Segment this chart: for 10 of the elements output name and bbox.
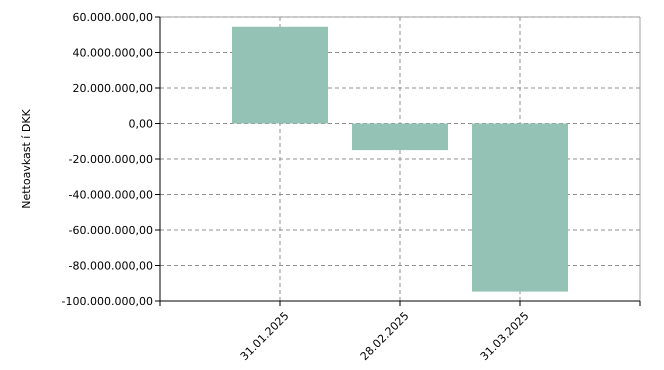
y-tick-label: 40.000.000,00 xyxy=(72,46,153,60)
y-tick-label: 20.000.000,00 xyxy=(72,82,153,95)
y-tick-label: -100.000.000,00 xyxy=(62,294,153,308)
y-tick-label: -80.000.000,00 xyxy=(68,259,153,272)
y-axis-title: Nettoavkast í DKK xyxy=(20,108,33,209)
y-tick-label: -40.000.000,00 xyxy=(68,188,153,202)
y-tick-label: -60.000.000,00 xyxy=(68,224,153,237)
y-tick-label: 60.000.000,00 xyxy=(72,10,153,24)
y-tick-label: -20.000.000,00 xyxy=(68,152,153,166)
y-tick-label: 0,00 xyxy=(128,117,153,130)
